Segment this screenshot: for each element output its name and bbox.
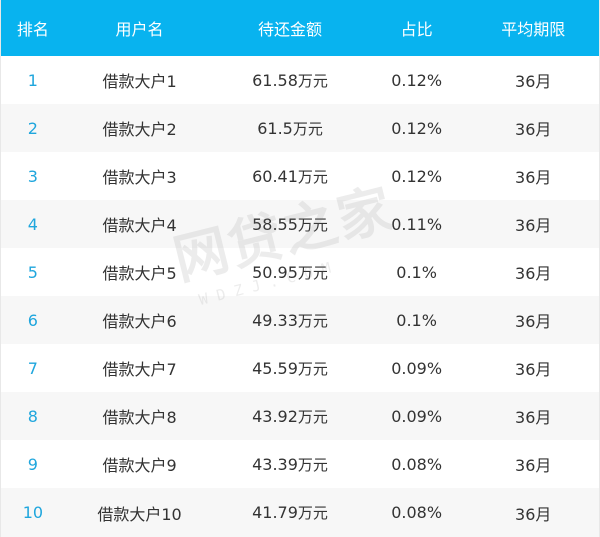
user-cell: 借款大户2 (102, 120, 177, 139)
rank-cell: 5 (27, 262, 38, 282)
header-ratio: 占比 (400, 20, 433, 39)
table-row: 1 借款大户1 61.58万元 0.12% 36月 (1, 56, 599, 104)
amount-unit: 万元 (297, 359, 328, 378)
amount-value: 49.33 (252, 310, 298, 330)
rank-cell: 9 (27, 454, 38, 474)
table-row: 10 借款大户10 41.79万元 0.08% 36月 (1, 488, 599, 537)
amount-cell: 61.5万元 (214, 118, 366, 139)
term-cell: 36月 (515, 504, 552, 524)
ratio-cell: 0.09% (391, 406, 443, 426)
term-cell: 36月 (515, 168, 552, 187)
amount-unit: 万元 (297, 407, 328, 426)
amount-value: 50.95 (252, 262, 298, 282)
ratio-cell: 0.1% (396, 310, 437, 330)
amount-cell: 60.41万元 (214, 166, 366, 187)
user-cell: 借款大户5 (102, 264, 177, 283)
table-row: 6 借款大户6 49.33万元 0.1% 36月 (1, 296, 599, 344)
ratio-cell: 0.12% (391, 166, 443, 186)
amount-unit: 万元 (292, 119, 323, 138)
amount-cell: 50.95万元 (214, 262, 366, 283)
term-cell: 36月 (515, 72, 552, 91)
amount-unit: 万元 (297, 263, 328, 282)
term-cell: 36月 (515, 408, 552, 427)
header-term: 平均期限 (501, 20, 566, 39)
amount-unit: 万元 (297, 455, 328, 474)
amount-value: 43.92 (252, 406, 298, 426)
amount-cell: 58.55万元 (214, 214, 366, 235)
table-row: 3 借款大户3 60.41万元 0.12% 36月 (1, 152, 599, 200)
amount-value: 60.41 (252, 166, 298, 186)
rank-cell: 10 (22, 503, 44, 522)
amount-value: 41.79 (252, 503, 298, 522)
user-cell: 借款大户4 (102, 216, 177, 235)
amount-unit: 万元 (297, 504, 328, 522)
header-user: 用户名 (115, 20, 164, 39)
ratio-cell: 0.12% (391, 70, 443, 90)
term-cell: 36月 (515, 120, 552, 139)
amount-cell: 43.39万元 (214, 454, 366, 475)
user-cell: 借款大户6 (102, 312, 177, 331)
table-row: 2 借款大户2 61.5万元 0.12% 36月 (1, 104, 599, 152)
rank-cell: 7 (27, 358, 38, 378)
amount-cell: 49.33万元 (214, 310, 366, 331)
header-rank: 排名 (16, 20, 49, 39)
amount-value: 61.5 (257, 118, 293, 138)
rank-cell: 2 (27, 118, 38, 138)
amount-cell: 61.58万元 (214, 70, 366, 91)
amount-value: 58.55 (252, 214, 298, 234)
amount-value: 43.39 (252, 454, 298, 474)
ratio-cell: 0.1% (396, 262, 437, 282)
term-cell: 36月 (515, 216, 552, 235)
amount-unit: 万元 (297, 215, 328, 234)
user-cell: 借款大户10 (97, 504, 182, 524)
table-row: 7 借款大户7 45.59万元 0.09% 36月 (1, 344, 599, 392)
ratio-cell: 0.11% (391, 214, 443, 234)
term-cell: 36月 (515, 456, 552, 475)
term-cell: 36月 (515, 312, 552, 331)
term-cell: 36月 (515, 360, 552, 379)
ratio-cell: 0.08% (391, 454, 443, 474)
amount-value: 45.59 (252, 358, 298, 378)
header-amount: 待还金额 (258, 20, 323, 39)
ratio-cell: 0.12% (391, 118, 443, 138)
amount-cell: 43.92万元 (214, 406, 366, 427)
table-row: 8 借款大户8 43.92万元 0.09% 36月 (1, 392, 599, 440)
table-header: 排名 用户名 待还金额 占比 平均期限 (1, 0, 599, 56)
ratio-cell: 0.09% (391, 358, 443, 378)
amount-value: 61.58 (252, 70, 298, 90)
user-cell: 借款大户1 (102, 72, 177, 91)
amount-unit: 万元 (297, 167, 328, 186)
ratio-cell: 0.08% (391, 503, 443, 522)
amount-cell: 45.59万元 (214, 358, 366, 379)
amount-unit: 万元 (297, 311, 328, 330)
table-row: 4 借款大户4 58.55万元 0.11% 36月 (1, 200, 599, 248)
rank-cell: 1 (27, 70, 38, 90)
rank-cell: 4 (27, 214, 38, 234)
rank-cell: 6 (27, 310, 38, 330)
amount-unit: 万元 (297, 71, 328, 90)
rank-cell: 8 (27, 406, 38, 426)
amount-cell: 41.79万元 (214, 502, 366, 523)
user-cell: 借款大户3 (102, 168, 177, 187)
table-row: 9 借款大户9 43.39万元 0.08% 36月 (1, 440, 599, 488)
user-cell: 借款大户8 (102, 408, 177, 427)
rank-cell: 3 (27, 166, 38, 186)
user-cell: 借款大户9 (102, 456, 177, 475)
user-cell: 借款大户7 (102, 360, 177, 379)
term-cell: 36月 (515, 264, 552, 283)
table-row: 5 借款大户5 50.95万元 0.1% 36月 (1, 248, 599, 296)
